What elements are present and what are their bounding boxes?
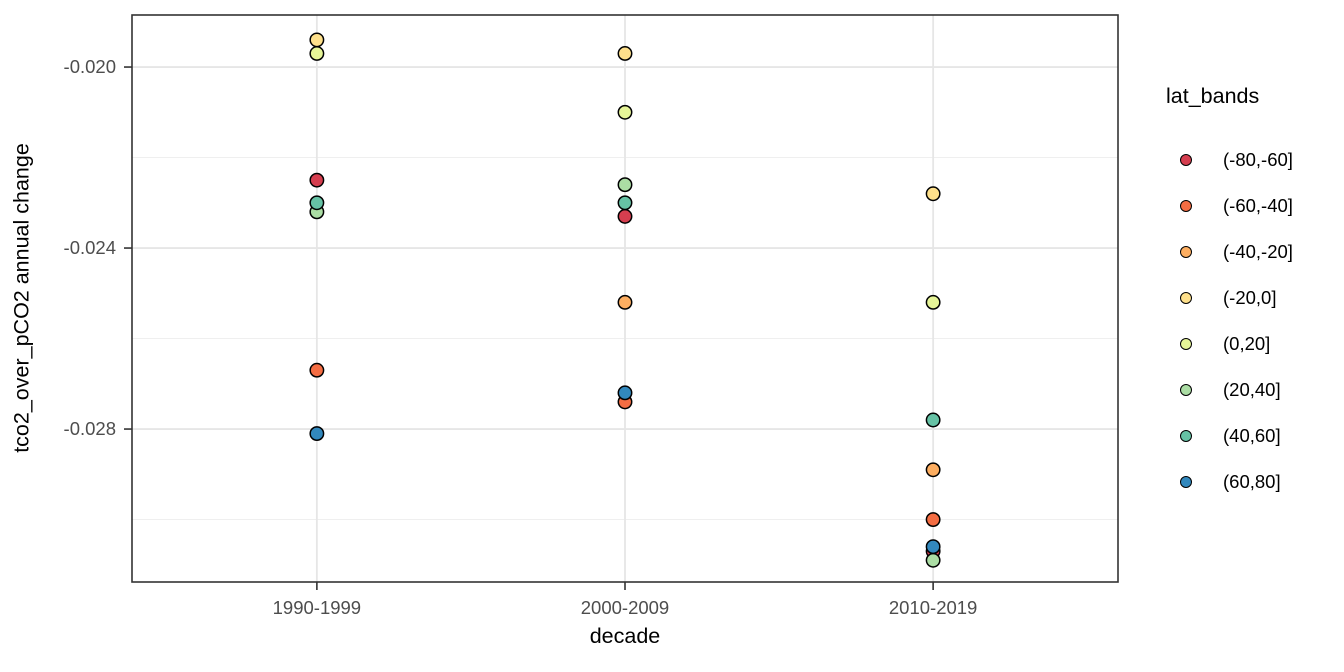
legend-item: (-20,0] [1166, 275, 1293, 321]
data-point [309, 426, 325, 442]
legend-swatch-icon [1180, 476, 1192, 488]
data-point [925, 539, 941, 555]
legend-item: (0,20] [1166, 321, 1293, 367]
legend-label: (-40,-20] [1223, 241, 1293, 262]
legend-item: (-60,-40] [1166, 183, 1293, 229]
data-point [617, 294, 633, 310]
legend: lat_bands (-80,-60] (-60,-40] (-40,-20] (-2… [1166, 84, 1293, 505]
legend-label: (20,40] [1223, 379, 1281, 400]
data-point [617, 177, 633, 193]
data-point [925, 552, 941, 568]
data-point [309, 32, 325, 48]
legend-items: (-80,-60] (-60,-40] (-40,-20] (-20,0] (0,20]… [1166, 137, 1293, 505]
data-point [617, 104, 633, 120]
x-tick-label: 2000-2009 [581, 597, 669, 618]
data-point [925, 512, 941, 528]
x-tick-label: 2010-2019 [889, 597, 977, 618]
data-point [309, 195, 325, 211]
data-point [309, 172, 325, 188]
data-point [617, 208, 633, 224]
legend-swatch-icon [1180, 338, 1192, 350]
legend-swatch-icon [1180, 246, 1192, 258]
legend-label: (40,60] [1223, 425, 1281, 446]
legend-swatch-icon [1180, 384, 1192, 396]
legend-label: (0,20] [1223, 333, 1271, 354]
legend-item: (40,60] [1166, 413, 1293, 459]
y-axis-title: tco2_over_pCO2 annual change [9, 143, 34, 453]
legend-label: (-20,0] [1223, 287, 1277, 308]
data-point [925, 412, 941, 428]
data-point [617, 195, 633, 211]
legend-item: (60,80] [1166, 459, 1293, 505]
y-tick-label: -0.028 [64, 418, 116, 439]
legend-title: lat_bands [1166, 84, 1260, 108]
legend-label: (60,80] [1223, 471, 1281, 492]
y-tick-label: -0.020 [64, 56, 116, 77]
legend-label: (-80,-60] [1223, 149, 1293, 170]
data-point [925, 186, 941, 202]
legend-swatch-icon [1180, 200, 1192, 212]
data-point [925, 294, 941, 310]
legend-item: (-80,-60] [1166, 137, 1293, 183]
legend-swatch-icon [1180, 154, 1192, 166]
legend-item: (20,40] [1166, 367, 1293, 413]
legend-item: (-40,-20] [1166, 229, 1293, 275]
data-point [617, 385, 633, 401]
x-axis-title: decade [589, 624, 661, 648]
data-point [925, 462, 941, 478]
y-tick-label: -0.024 [64, 237, 116, 258]
legend-label: (-60,-40] [1223, 195, 1293, 216]
data-point [617, 46, 633, 61]
data-point [309, 362, 325, 378]
data-point [309, 46, 325, 61]
legend-swatch-icon [1180, 292, 1192, 304]
x-tick-label: 1990-1999 [273, 597, 361, 618]
legend-swatch-icon [1180, 430, 1192, 442]
